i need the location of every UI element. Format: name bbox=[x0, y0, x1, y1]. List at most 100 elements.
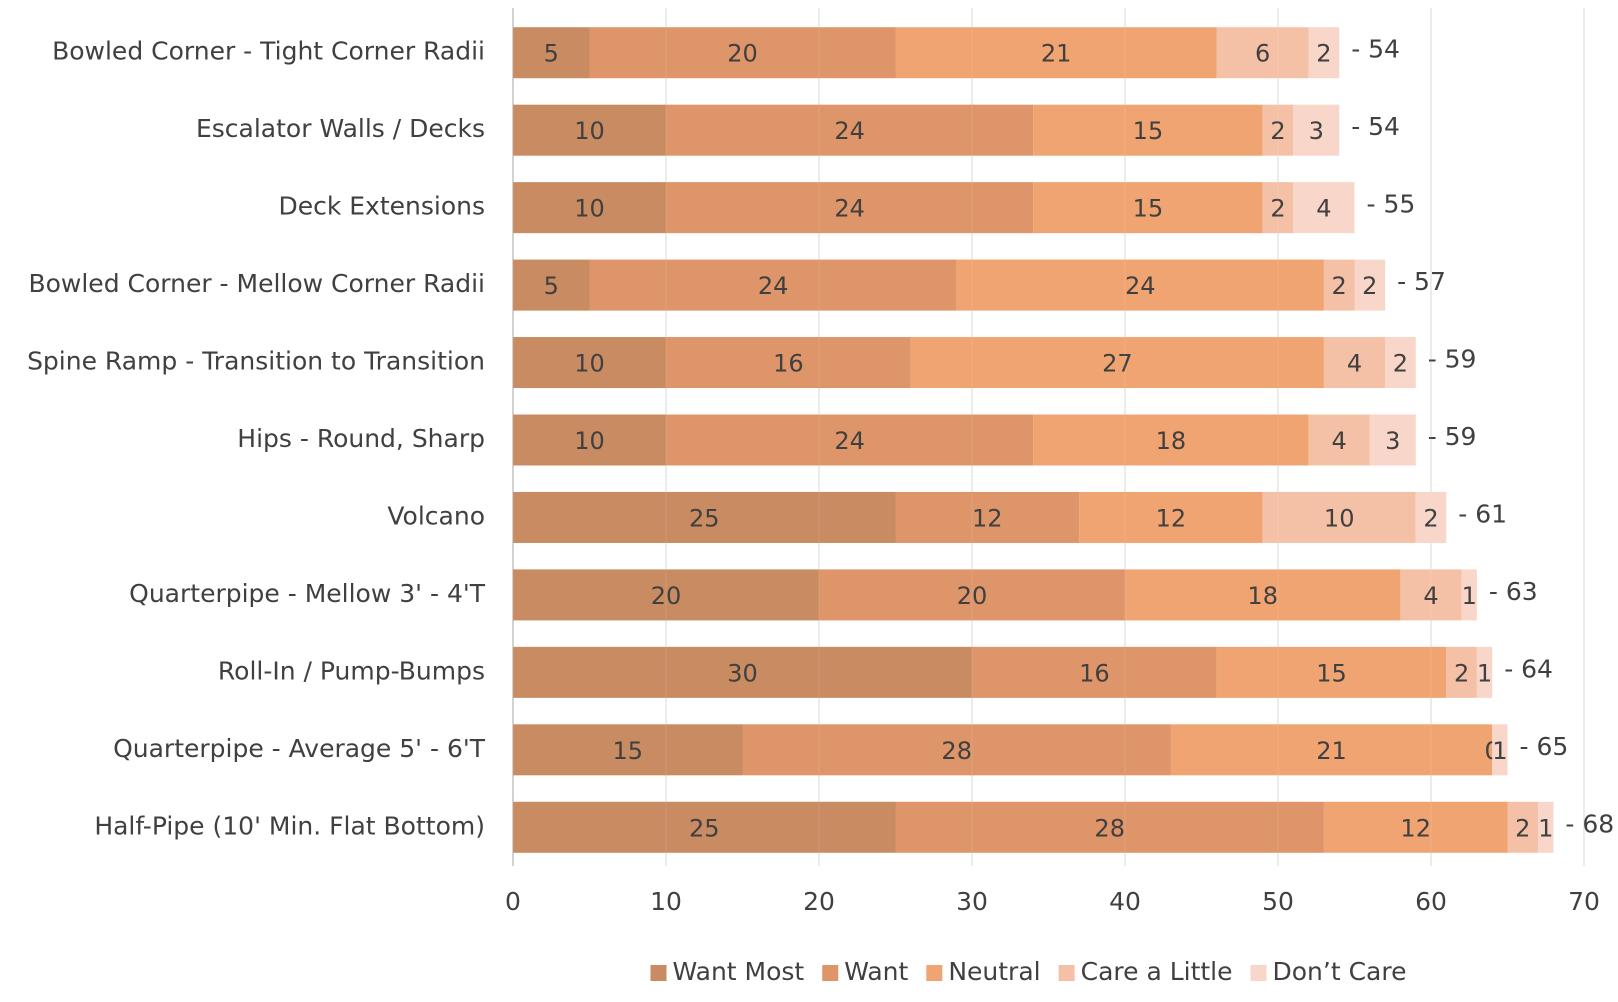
bar-segment bbox=[1216, 646, 1447, 698]
y-tick-label: Hips - Round, Sharp bbox=[237, 424, 485, 453]
data-label: 12 bbox=[972, 504, 1003, 532]
y-tick-label: Quarterpipe - Mellow 3' - 4'T bbox=[129, 579, 486, 608]
bar-segment bbox=[742, 724, 1171, 776]
y-tick-label: Deck Extensions bbox=[278, 192, 485, 221]
data-label: 2 bbox=[1316, 40, 1331, 68]
data-label: 5 bbox=[544, 40, 559, 68]
data-label: 15 bbox=[1316, 659, 1347, 687]
data-label: 24 bbox=[1125, 272, 1156, 300]
data-label: 25 bbox=[689, 504, 720, 532]
data-label: 2 bbox=[1393, 350, 1408, 378]
x-tick-label: 10 bbox=[650, 887, 682, 916]
bar-segment bbox=[1262, 182, 1294, 234]
bar-segment bbox=[1323, 337, 1386, 389]
bar-segment bbox=[1323, 259, 1355, 311]
bar-segment bbox=[1400, 569, 1462, 621]
y-tick-label: Escalator Walls / Decks bbox=[196, 114, 485, 143]
data-label: 24 bbox=[758, 272, 789, 300]
bar-segment bbox=[666, 182, 1034, 234]
bar-segment bbox=[1308, 414, 1370, 466]
bar-segment bbox=[1369, 414, 1416, 466]
bar-segment bbox=[972, 646, 1217, 698]
data-label: 18 bbox=[1156, 427, 1187, 455]
legend-label: Neutral bbox=[948, 957, 1040, 986]
data-label: 16 bbox=[773, 350, 804, 378]
legend-label: Don’t Care bbox=[1273, 957, 1407, 986]
x-tick-label: 70 bbox=[1568, 887, 1600, 916]
y-tick-label: Roll-In / Pump-Bumps bbox=[218, 656, 485, 685]
bar-segment bbox=[1216, 27, 1309, 79]
total-label: - 57 bbox=[1397, 267, 1446, 296]
data-label: 10 bbox=[574, 350, 605, 378]
data-label: 10 bbox=[574, 117, 605, 145]
y-tick-label: Spine Ramp - Transition to Transition bbox=[27, 347, 485, 376]
y-tick-label: Half-Pipe (10' Min. Flat Bottom) bbox=[94, 811, 485, 840]
total-label: - 59 bbox=[1428, 345, 1477, 374]
data-label: 10 bbox=[574, 195, 605, 223]
y-tick-label: Volcano bbox=[387, 501, 485, 530]
bar-segment bbox=[895, 801, 1324, 853]
bar-segment bbox=[1033, 182, 1263, 234]
bar-segment bbox=[589, 259, 957, 311]
legend-label: Want Most bbox=[673, 957, 805, 986]
data-label: 28 bbox=[1094, 814, 1125, 842]
data-label: 2 bbox=[1362, 272, 1377, 300]
bar-segment bbox=[1538, 801, 1554, 853]
total-label: - 55 bbox=[1367, 190, 1416, 219]
y-tick-label: Bowled Corner - Tight Corner Radii bbox=[52, 37, 485, 66]
bar-segment bbox=[956, 259, 1324, 311]
bar-segment bbox=[513, 801, 896, 853]
bar-segment bbox=[1323, 801, 1508, 853]
bar-segment bbox=[1461, 569, 1477, 621]
data-label: 4 bbox=[1347, 350, 1362, 378]
data-label: 3 bbox=[1385, 427, 1400, 455]
bar-segment bbox=[513, 337, 666, 389]
legend-swatch bbox=[822, 965, 839, 981]
bar-segment bbox=[666, 104, 1034, 156]
bar-segment bbox=[1079, 491, 1263, 543]
data-label: 1 bbox=[1462, 582, 1477, 610]
data-label: 5 bbox=[544, 272, 559, 300]
bar-segment bbox=[513, 724, 743, 776]
x-tick-label: 50 bbox=[1262, 887, 1294, 916]
x-tick-label: 40 bbox=[1109, 887, 1141, 916]
legend-swatch bbox=[650, 965, 667, 981]
bar-segment bbox=[819, 569, 1125, 621]
data-label: 24 bbox=[834, 427, 865, 455]
bar-segment bbox=[1308, 27, 1340, 79]
data-label: 2 bbox=[1454, 659, 1469, 687]
x-tick-label: 60 bbox=[1415, 887, 1447, 916]
data-label: 2 bbox=[1332, 272, 1347, 300]
bar-segment bbox=[1415, 491, 1447, 543]
data-label: 6 bbox=[1255, 40, 1270, 68]
y-tick-label: Bowled Corner - Mellow Corner Radii bbox=[28, 269, 485, 298]
bar-segment bbox=[589, 27, 896, 79]
total-label: - 63 bbox=[1489, 577, 1538, 606]
total-label: - 68 bbox=[1565, 809, 1614, 838]
data-label: 21 bbox=[1316, 737, 1347, 765]
legend-label: Care a Little bbox=[1081, 957, 1233, 986]
bar-segment bbox=[1507, 801, 1539, 853]
bar-segment bbox=[1125, 569, 1401, 621]
x-tick-label: 20 bbox=[803, 887, 835, 916]
data-label: 2 bbox=[1423, 504, 1438, 532]
bar-segment bbox=[513, 646, 972, 698]
data-label: 21 bbox=[1041, 40, 1072, 68]
data-label: 2 bbox=[1270, 195, 1285, 223]
legend-label: Want bbox=[844, 957, 908, 986]
bar-segment bbox=[1492, 724, 1508, 776]
bar-segment bbox=[1476, 646, 1493, 698]
data-label: 1 bbox=[1492, 737, 1507, 765]
bar-segment bbox=[513, 569, 819, 621]
legend-swatch bbox=[1058, 965, 1075, 981]
data-label: 15 bbox=[1133, 195, 1164, 223]
total-label: - 54 bbox=[1351, 112, 1400, 141]
data-label: 20 bbox=[651, 582, 682, 610]
total-label: - 65 bbox=[1520, 732, 1569, 761]
data-label: 3 bbox=[1309, 117, 1324, 145]
data-label: 25 bbox=[689, 814, 720, 842]
bar-segment bbox=[666, 337, 911, 389]
data-label: 4 bbox=[1332, 427, 1347, 455]
bar-segment bbox=[895, 27, 1217, 79]
